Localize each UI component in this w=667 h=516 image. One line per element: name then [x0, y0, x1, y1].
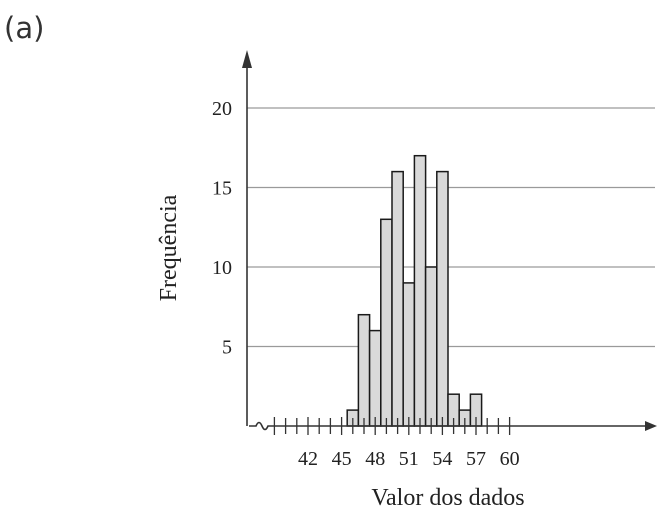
- x-axis-arrow: [645, 421, 657, 431]
- x-tick-labels: 42 45 48 51 54 57 60: [298, 448, 520, 470]
- x-tick-label: 48: [365, 448, 385, 470]
- x-tick-label: 45: [332, 448, 352, 470]
- histogram-bar: [424, 266, 438, 427]
- histogram-bar: [357, 313, 371, 427]
- y-axis-title: Frequência: [156, 194, 182, 301]
- y-tick-labels: 5 10 15 20: [212, 98, 232, 359]
- gridlines: [247, 107, 655, 348]
- x-axis-title: Valor dos dados: [371, 485, 524, 511]
- x-tick-label: 54: [432, 448, 452, 470]
- y-axis-arrow: [242, 50, 252, 68]
- y-tick-label: 20: [212, 98, 232, 120]
- x-tick-label: 60: [500, 448, 520, 470]
- panel-label: (a): [4, 11, 44, 45]
- histogram-bar: [436, 170, 449, 427]
- x-tick-label: 57: [466, 448, 486, 470]
- y-tick-label: 5: [222, 337, 232, 359]
- y-tick-label: 10: [212, 257, 232, 279]
- bars: [346, 154, 483, 427]
- x-tick-label: 51: [399, 448, 419, 470]
- histogram-bar: [368, 329, 382, 427]
- x-axis-line: [249, 421, 647, 431]
- histogram-bar: [413, 154, 427, 427]
- y-tick-label: 15: [212, 178, 232, 200]
- histogram-bar: [380, 218, 393, 427]
- axes: [242, 50, 657, 435]
- histogram-bar: [402, 282, 416, 427]
- histogram-bar: [391, 170, 404, 427]
- x-tick-label: 42: [298, 448, 318, 470]
